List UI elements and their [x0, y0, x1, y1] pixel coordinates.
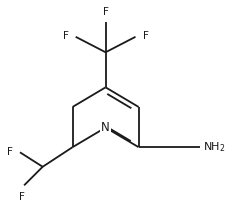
Text: F: F: [103, 7, 109, 17]
Text: F: F: [7, 147, 13, 157]
Text: N: N: [101, 121, 110, 134]
Text: F: F: [19, 192, 25, 201]
Text: NH$_2$: NH$_2$: [203, 140, 225, 154]
Text: F: F: [143, 31, 149, 41]
Text: F: F: [63, 31, 69, 41]
